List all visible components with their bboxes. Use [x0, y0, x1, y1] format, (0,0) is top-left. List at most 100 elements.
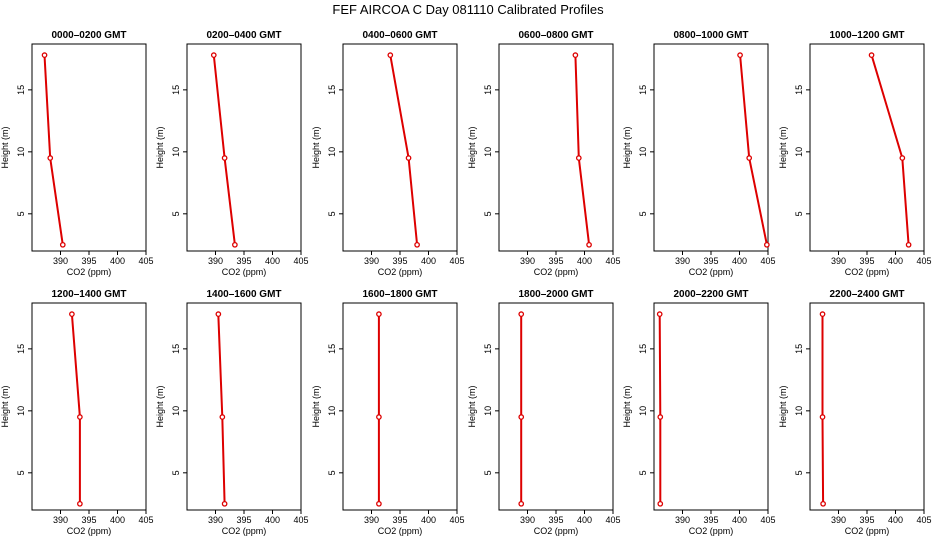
panel-4-profile-line [574, 55, 591, 245]
panel-3-x-tick-label: 395 [392, 256, 407, 266]
panel-12-data-point [819, 414, 826, 420]
panel-1-y-tick-label: 15 [16, 85, 26, 95]
panel-8-x-axis-label: CO2 (ppm) [222, 526, 267, 536]
panel-4-x-tick-label: 390 [520, 256, 535, 266]
panel-4-data-point [572, 52, 579, 59]
panel-2-data-point [221, 155, 228, 161]
panel-7-x-axis-label: CO2 (ppm) [67, 526, 112, 536]
panel-5-data-point [764, 241, 770, 248]
figure-title: FEF AIRCOA C Day 081110 Calibrated Profi… [332, 2, 604, 17]
panel-12-y-tick-label: 5 [794, 470, 804, 475]
panel-1-x-tick-label: 395 [81, 256, 96, 266]
panel-7-x-tick-label: 395 [81, 515, 96, 525]
panel-11-x-tick-label: 395 [703, 515, 718, 525]
panel-2-plot-frame [186, 43, 302, 252]
panel-2-y-tick-label: 5 [171, 211, 181, 216]
panel-1-x-tick-label: 400 [110, 256, 125, 266]
panel-7-plot-frame [31, 302, 147, 511]
panel-10-y-tick-label: 10 [483, 406, 493, 416]
panel-10-y-axis-label: Height (m) [467, 385, 477, 427]
panel-3-x-tick-label: 400 [421, 256, 436, 266]
panel-5-x-tick-label: 390 [675, 256, 690, 266]
panel-5-y-tick-label: 15 [638, 85, 648, 95]
panel-2-profile-line [212, 55, 236, 245]
panel-2-x-axis-label: CO2 (ppm) [222, 267, 267, 277]
panel-8-x-tick-label: 390 [208, 515, 223, 525]
panel-1-x-tick-label: 405 [138, 256, 153, 266]
panel-4-x-axis-label: CO2 (ppm) [534, 267, 579, 277]
panel-2-x-tick-label: 390 [208, 256, 223, 266]
panel-7-y-tick-label: 10 [16, 406, 26, 416]
panel-7-data-point [69, 311, 75, 318]
panel-8-x-tick-label: 395 [236, 515, 251, 525]
panel-4-data-point [575, 155, 582, 161]
panel-11-y-tick-label: 10 [638, 406, 648, 416]
panel-3-x-axis-label: CO2 (ppm) [378, 267, 423, 277]
panel-10-data-point [518, 414, 525, 420]
panel-11-x-tick-label: 400 [732, 515, 747, 525]
panel-9-title: 1600–1800 GMT [362, 289, 437, 300]
panel-7-data-point [77, 414, 83, 420]
panel-11-title: 2000–2200 GMT [673, 289, 748, 300]
panel-12-data-point [819, 311, 826, 318]
panel-11-data-point [656, 311, 663, 318]
panel-8-data-point [219, 414, 226, 420]
panel-9-data-point [376, 500, 382, 507]
panel-6-title: 1000–1200 GMT [829, 30, 904, 41]
panel-6-data-point [899, 155, 906, 161]
panel-6-y-tick-label: 5 [794, 211, 804, 216]
panel-8-y-tick-label: 15 [171, 344, 181, 354]
panel-9-x-tick-label: 390 [364, 515, 379, 525]
panel-2-y-tick-label: 15 [171, 85, 181, 95]
panel-10-x-tick-label: 400 [577, 515, 592, 525]
panel-1-data-point [41, 52, 48, 59]
panel-5-x-tick-label: 400 [732, 256, 747, 266]
panel-12-title: 2200–2400 GMT [829, 289, 904, 300]
panel-11-y-tick-label: 15 [638, 344, 648, 354]
panel-6-y-tick-label: 15 [794, 85, 804, 95]
panel-9-x-tick-label: 405 [449, 515, 464, 525]
panel-8-x-tick-label: 405 [293, 515, 308, 525]
panel-10-title: 1800–2000 GMT [518, 289, 593, 300]
panel-7-x-tick-label: 400 [110, 515, 125, 525]
panel-8-title: 1400–1600 GMT [206, 289, 281, 300]
panel-3-y-tick-label: 15 [327, 85, 337, 95]
panel-3-x-tick-label: 390 [364, 256, 379, 266]
panel-3-y-axis-label: Height (m) [311, 126, 321, 168]
panel-7-y-tick-label: 5 [16, 470, 26, 475]
panel-6-profile-line [870, 54, 910, 245]
panel-5-y-axis-label: Height (m) [622, 126, 632, 168]
panel-12-y-axis-label: Height (m) [778, 385, 788, 427]
panel-10-y-tick-label: 15 [483, 344, 493, 354]
panel-11-data-point [657, 500, 664, 507]
panel-8-plot-frame [186, 302, 302, 511]
panel-4-y-tick-label: 15 [483, 85, 493, 95]
panel-12-x-tick-label: 405 [916, 515, 931, 525]
panel-7-x-tick-label: 390 [53, 515, 68, 525]
panel-10-data-point [518, 311, 525, 318]
panel-8-y-tick-label: 10 [171, 406, 181, 416]
panel-7-profile-line [70, 314, 81, 504]
panel-5-title: 0800–1000 GMT [673, 30, 748, 41]
panel-1-profile-line [43, 55, 64, 245]
panel-10-x-tick-label: 390 [520, 515, 535, 525]
panel-10-x-axis-label: CO2 (ppm) [534, 526, 579, 536]
panel-3-y-tick-label: 5 [327, 211, 337, 216]
panel-4-title: 0600–0800 GMT [518, 30, 593, 41]
panel-3-profile-line [389, 55, 419, 245]
panel-11-y-axis-label: Height (m) [622, 385, 632, 427]
panel-4-y-axis-label: Height (m) [467, 126, 477, 168]
panel-11-data-point [657, 414, 664, 420]
panel-2-x-tick-label: 395 [236, 256, 251, 266]
panel-6-x-tick-label: 390 [831, 256, 846, 266]
panel-12-plot-frame [809, 302, 925, 511]
panel-12-y-tick-label: 10 [794, 406, 804, 416]
panel-5-profile-line [739, 55, 768, 245]
panel-9-data-point [376, 414, 382, 420]
panel-11-x-axis-label: CO2 (ppm) [689, 526, 734, 536]
panel-8-x-tick-label: 400 [265, 515, 280, 525]
panel-2-data-point [210, 52, 217, 59]
panel-4-plot-frame [498, 43, 614, 252]
panel-1-x-axis-label: CO2 (ppm) [67, 267, 112, 277]
